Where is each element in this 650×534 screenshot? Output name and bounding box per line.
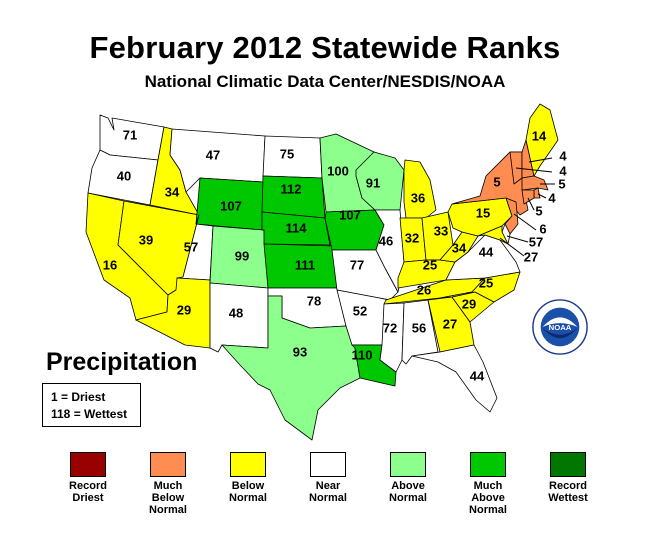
state-ME[interactable]	[525, 103, 559, 177]
legend-label: Record Wettest	[548, 480, 588, 504]
leader-line-RI	[537, 193, 547, 199]
rank-label-NC: 25	[479, 275, 493, 290]
leader-line-VT	[515, 167, 553, 173]
map-subtitle: National Climatic Data Center/NESDIS/NOA…	[144, 72, 506, 91]
rank-key: 1 = Driest 118 = Wettest	[42, 383, 141, 427]
rank-label-AZ: 29	[177, 302, 191, 317]
rank-label-IA: 107	[339, 207, 361, 222]
legend-label: Much Above Normal	[469, 480, 507, 516]
state-CT[interactable]	[521, 189, 535, 205]
rank-label-ID: 34	[165, 184, 180, 199]
legend-item-0: Record Driest	[48, 452, 128, 504]
rank-label-WY: 107	[220, 198, 242, 213]
rank-label-MT: 47	[206, 147, 220, 162]
legend-item-2: Below Normal	[208, 452, 288, 504]
state-MA[interactable]	[521, 175, 549, 191]
legend-label: Above Normal	[389, 480, 427, 504]
leader-line-NJ	[513, 213, 537, 231]
rank-label-ME: 14	[532, 128, 547, 143]
rank-label-NJ: 6	[539, 221, 546, 236]
rank-label-PA: 15	[476, 205, 490, 220]
legend-item-5: Much Above Normal	[448, 452, 528, 516]
rank-label-RI: 4	[548, 190, 556, 205]
legend-item-3: Near Normal	[288, 452, 368, 504]
rank-label-VA: 44	[479, 244, 494, 259]
leader-line-CT	[527, 197, 535, 211]
rank-key-high: 118 = Wettest	[51, 407, 128, 421]
rank-label-OR: 40	[117, 168, 131, 183]
state-NC[interactable]	[439, 271, 521, 303]
rank-label-UT: 57	[184, 239, 198, 254]
rank-label-CA: 16	[103, 257, 117, 272]
rank-label-ND: 75	[280, 146, 294, 161]
rank-label-TX: 93	[293, 344, 307, 359]
rank-label-MA: 5	[558, 176, 565, 191]
legend-label: Record Driest	[69, 480, 107, 504]
legend-swatch	[150, 452, 186, 477]
state-MS[interactable]	[379, 302, 405, 373]
rank-label-KY: 25	[423, 257, 437, 272]
rank-label-NV: 39	[139, 232, 153, 247]
rank-label-GA: 27	[443, 316, 457, 331]
legend: Record Driest Much Below Normal Below Norm…	[48, 452, 608, 522]
rank-label-SD: 112	[281, 181, 302, 196]
rank-label-FL: 44	[470, 368, 485, 383]
state-MI[interactable]	[403, 159, 437, 219]
rank-label-TN: 26	[417, 282, 431, 297]
rank-label-OH: 33	[434, 223, 448, 238]
rank-label-AL: 56	[412, 320, 426, 335]
legend-item-6: Record Wettest	[528, 452, 608, 504]
rank-label-WI: 91	[366, 175, 380, 190]
rank-label-IN: 32	[405, 230, 419, 245]
rank-label-DE: 57	[529, 234, 543, 249]
rank-label-VT: 4	[559, 163, 567, 178]
rank-label-CT: 5	[535, 203, 542, 218]
legend-swatch	[470, 452, 506, 477]
legend-swatch	[230, 452, 266, 477]
legend-swatch	[70, 452, 106, 477]
rank-label-IL: 46	[379, 233, 393, 248]
rank-label-AR: 52	[353, 303, 367, 318]
rank-label-LA: 110	[352, 347, 373, 362]
rank-label-MS: 72	[383, 320, 397, 335]
rank-label-WA: 71	[123, 127, 137, 142]
rank-label-KS: 111	[295, 257, 315, 272]
rank-label-NY: 5	[493, 174, 500, 189]
rank-labels: 71 40 16 34 39 47 107 57 29 99 48 75 112 114 111 78 93 10…	[103, 127, 568, 383]
legend-swatch	[390, 452, 426, 477]
noaa-logo: NOAA	[532, 299, 588, 355]
state-FL[interactable]	[411, 344, 498, 413]
rank-key-low: 1 = Driest	[51, 390, 106, 404]
rank-label-MI: 36	[411, 190, 425, 205]
rank-label-SC: 29	[462, 296, 476, 311]
leader-line-NH	[528, 157, 553, 163]
map-title: February 2012 Statewide Ranks	[89, 30, 561, 65]
leader-line-MD	[499, 237, 525, 257]
rank-label-CO: 99	[235, 248, 249, 263]
rank-label-MO: 77	[350, 257, 364, 272]
legend-item-1: Much Below Normal	[128, 452, 208, 516]
legend-swatch	[310, 452, 346, 477]
legend-label: Much Below Normal	[149, 480, 187, 516]
legend-item-4: Above Normal	[368, 452, 448, 504]
rank-label-MD: 27	[524, 249, 538, 264]
state-TX[interactable]	[221, 295, 361, 441]
legend-swatch	[550, 452, 586, 477]
rank-label-NH: 4	[559, 148, 567, 163]
rank-label-MN: 100	[327, 163, 349, 178]
svg-text:NOAA: NOAA	[549, 323, 572, 332]
state-RI[interactable]	[533, 187, 541, 199]
rank-label-OK: 78	[307, 293, 321, 308]
rank-label-NM: 48	[229, 305, 243, 320]
section-label: Precipitation	[46, 348, 198, 376]
legend-label: Near Normal	[309, 480, 347, 504]
leader-line-DE	[506, 235, 529, 243]
legend-label: Below Normal	[229, 480, 267, 504]
rank-label-NE: 114	[286, 220, 308, 235]
rank-label-WV: 34	[452, 240, 467, 255]
